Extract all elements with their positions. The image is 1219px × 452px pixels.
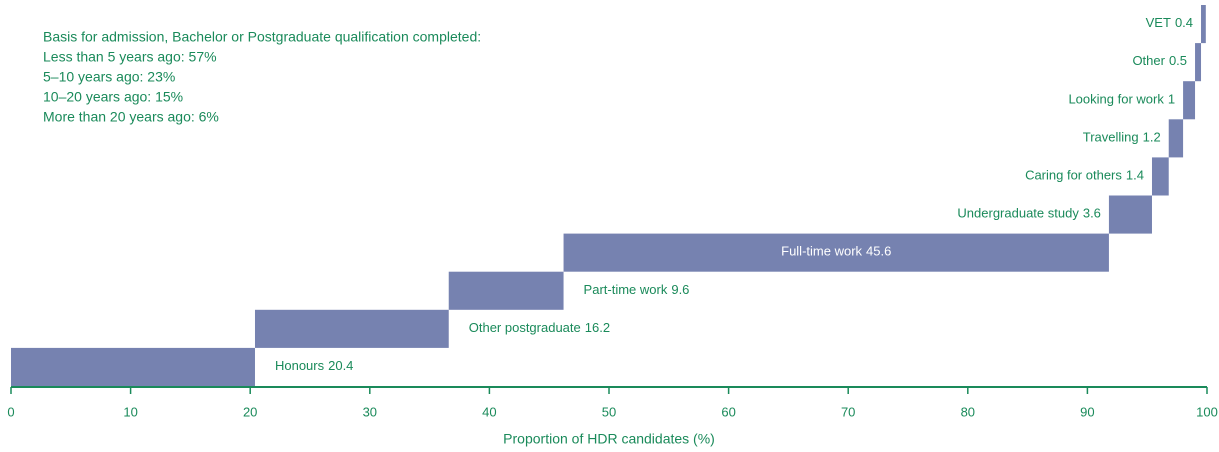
x-tick-label: 60 [721,404,735,419]
bar-label-value: 1 [1168,92,1175,107]
bar-label-value: 3.6 [1083,206,1101,221]
bar [1108,195,1152,234]
bar [563,233,1109,272]
bar-label-value: 20.4 [328,358,353,373]
bar-label-category: Part-time work [584,282,668,297]
bar [11,347,255,386]
x-tick-label: 30 [363,404,377,419]
x-tick-label: 20 [243,404,257,419]
bar-label: Undergraduate study 3.6 [957,206,1101,221]
annotation-line: Less than 5 years ago: 57% [43,49,217,65]
bar-label: Other postgraduate 16.2 [469,320,610,335]
bar [1151,157,1169,196]
annotation-line: More than 20 years ago: 6% [43,109,219,125]
x-tick-label: 40 [482,404,496,419]
bar-label-value: 45.6 [866,244,891,259]
bar-label-value: 0.5 [1169,54,1187,69]
bar [1195,43,1202,82]
bar [254,309,449,348]
bar-label-category: Full-time work [781,244,862,259]
annotation: Basis for admission, Bachelor or Postgra… [43,29,481,125]
annotation-line: 5–10 years ago: 23% [43,69,175,85]
bar [1201,5,1206,44]
bar-label-value: 16.2 [585,320,610,335]
bar-label: Travelling 1.2 [1083,130,1161,145]
annotation-line: 10–20 years ago: 15% [43,89,183,105]
bar-label-category: Undergraduate study [957,206,1079,221]
bar-label-value: 0.4 [1175,15,1193,30]
bar-label-value: 9.6 [671,282,689,297]
x-tick-label: 80 [961,404,975,419]
bar-label-category: Other [1132,54,1165,69]
bar-label: VET 0.4 [1146,15,1193,30]
x-tick-label: 90 [1080,404,1094,419]
annotation-title: Basis for admission, Bachelor or Postgra… [43,29,481,45]
bar-label: Other 0.5 [1132,54,1187,69]
bar-label: Full-time work 45.6 [781,244,891,259]
bar-label: Caring for others 1.4 [1025,168,1144,183]
bar-label: Honours 20.4 [275,358,353,373]
bar-label-category: Honours [275,358,325,373]
bar-label-category: Travelling [1083,130,1139,145]
bar-label: Looking for work 1 [1068,92,1175,107]
x-tick-label: 50 [602,404,616,419]
bar-label-category: VET [1146,15,1171,30]
bar-label-value: 1.2 [1143,130,1161,145]
bar-label-value: 1.4 [1126,168,1144,183]
bar [1168,119,1184,158]
x-tick-label: 0 [7,404,14,419]
bar-label: Part-time work 9.6 [584,282,690,297]
bar [1183,81,1196,120]
x-axis-title: Proportion of HDR candidates (%) [503,431,715,447]
bar-label-category: Looking for work [1068,92,1164,107]
x-tick-label: 70 [841,404,855,419]
bar-label-category: Other postgraduate [469,320,581,335]
bar-label-category: Caring for others [1025,168,1122,183]
x-tick-label: 100 [1196,404,1218,419]
bar [448,271,564,310]
x-tick-label: 10 [123,404,137,419]
